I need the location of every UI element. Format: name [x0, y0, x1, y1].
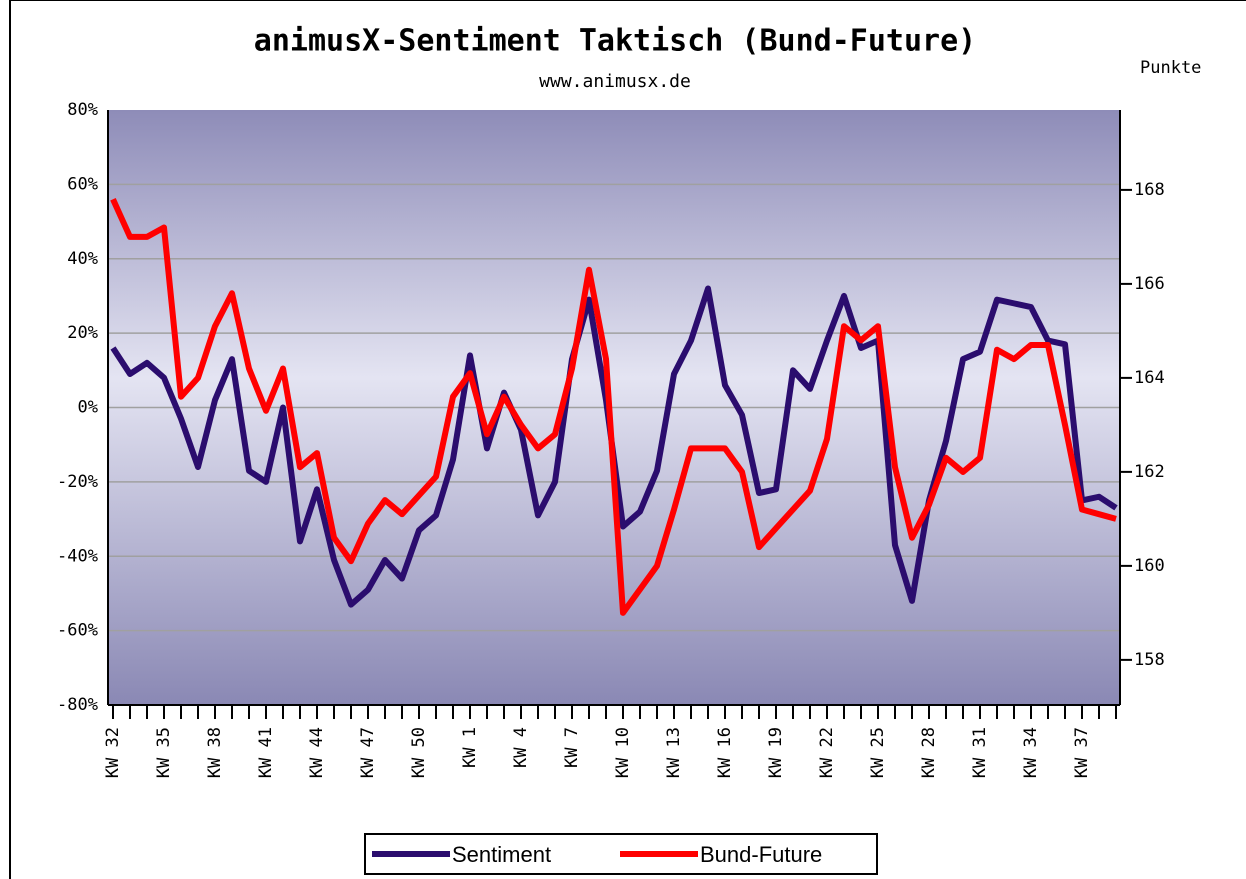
- y-tick-label: 60%: [67, 174, 98, 194]
- x-tick-label: KW 1: [460, 727, 480, 768]
- x-tick-label: KW 32: [103, 727, 123, 778]
- x-tick-label: KW 13: [664, 727, 684, 778]
- x-tick-label: KW 7: [562, 727, 582, 768]
- y-tick-label: -60%: [57, 621, 98, 641]
- x-tick-label: KW 4: [511, 727, 531, 768]
- x-tick-label: KW 16: [715, 727, 735, 778]
- legend-label: Sentiment: [452, 842, 551, 867]
- y-tick-label: -40%: [57, 546, 98, 566]
- chart-subtitle: www.animusx.de: [539, 71, 691, 92]
- y-tick-label: -20%: [57, 472, 98, 492]
- x-tick-label: KW 38: [205, 727, 225, 778]
- x-tick-label: KW 31: [970, 727, 990, 778]
- x-tick-label: KW 34: [1021, 727, 1041, 778]
- x-tick-label: KW 37: [1072, 727, 1092, 778]
- chart-title: animusX-Sentiment Taktisch (Bund-Future): [254, 24, 976, 59]
- y2-tick-label: 162: [1134, 462, 1165, 482]
- x-tick-label: KW 25: [868, 727, 888, 778]
- y2-axis-label: Punkte: [1140, 58, 1201, 78]
- x-tick-label: KW 35: [154, 727, 174, 778]
- y-tick-label: 0%: [78, 398, 98, 418]
- y-tick-label: 40%: [67, 249, 98, 269]
- x-tick-label: KW 50: [409, 727, 429, 778]
- y-tick-label: 20%: [67, 323, 98, 343]
- x-tick-label: KW 44: [307, 727, 327, 778]
- y2-tick-label: 164: [1134, 368, 1165, 388]
- y2-tick-label: 168: [1134, 180, 1165, 200]
- x-tick-label: KW 19: [766, 727, 786, 778]
- x-tick-label: KW 41: [256, 727, 276, 778]
- x-tick-label: KW 22: [817, 727, 837, 778]
- y2-tick-label: 158: [1134, 650, 1165, 670]
- y-tick-label: 80%: [67, 100, 98, 120]
- y-tick-label: -80%: [57, 695, 98, 715]
- y2-tick-label: 160: [1134, 556, 1165, 576]
- x-tick-label: KW 10: [613, 727, 633, 778]
- x-tick-label: KW 47: [358, 727, 378, 778]
- x-tick-label: KW 28: [919, 727, 939, 778]
- series-line: [110, 198, 1117, 616]
- legend-label: Bund-Future: [700, 842, 822, 867]
- y2-tick-label: 166: [1134, 274, 1165, 294]
